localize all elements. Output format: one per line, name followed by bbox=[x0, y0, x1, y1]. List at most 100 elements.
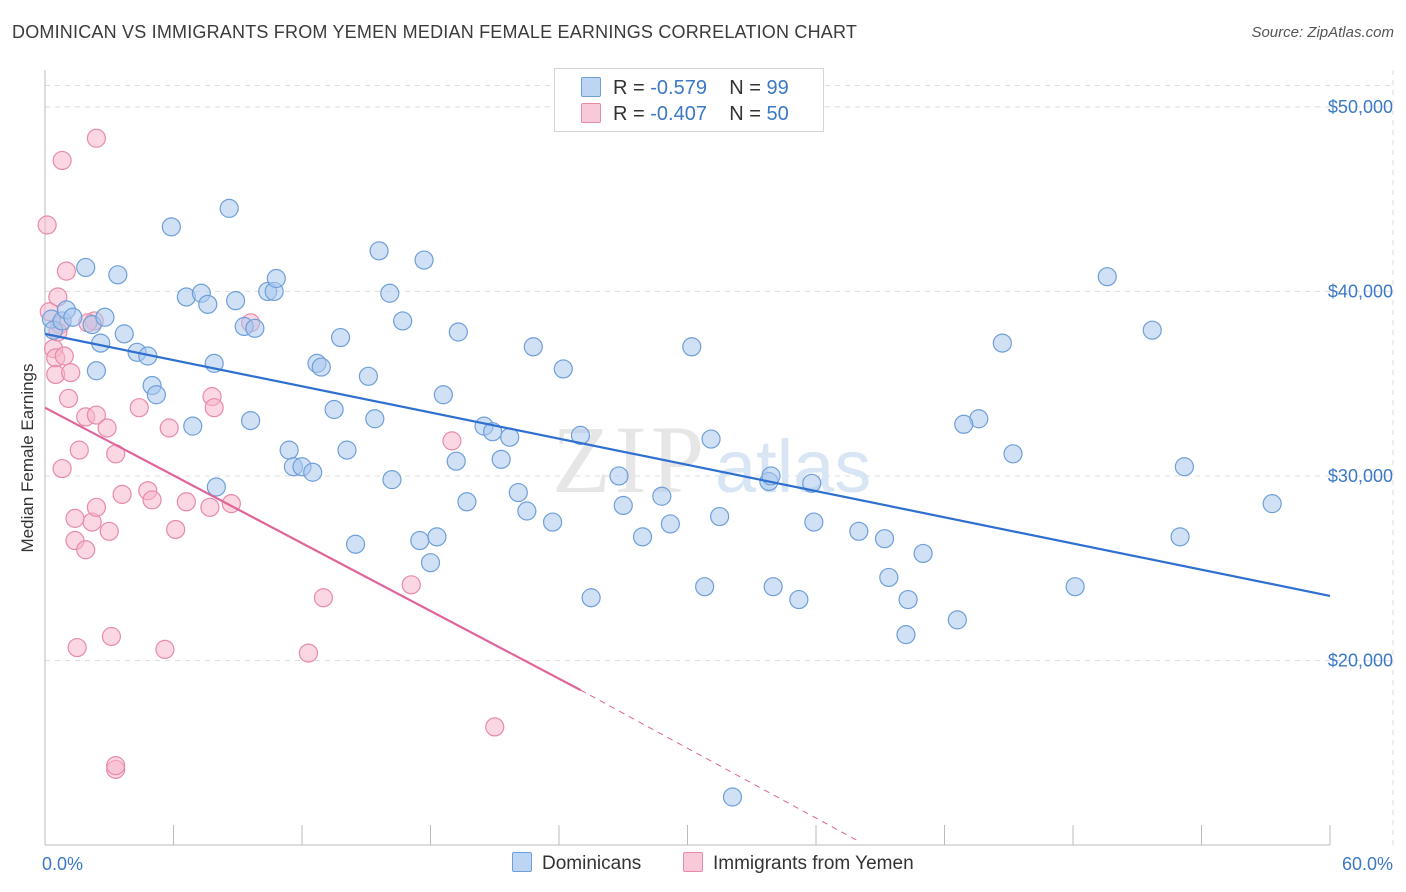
legend-n-label: N = bbox=[729, 103, 761, 125]
dominican-point bbox=[206, 477, 226, 497]
y-tick-label: $40,000 bbox=[1328, 281, 1393, 301]
legend-r-label: R = bbox=[613, 77, 645, 99]
series-legend: Dominicans Immigrants from Yemen bbox=[0, 852, 1406, 878]
x-tick-labels: 0.0% 60.0% bbox=[42, 854, 1393, 874]
dominican-point bbox=[553, 359, 573, 379]
dominican-point bbox=[632, 527, 653, 547]
legend-row-yemen: R = -0.407 N = 50 bbox=[581, 103, 789, 129]
yemen-point bbox=[204, 398, 224, 418]
dominican-point bbox=[245, 318, 265, 338]
dominican-point bbox=[1262, 494, 1282, 514]
dominican-point bbox=[913, 543, 933, 564]
legend-item-dominicans: Dominicans bbox=[512, 852, 641, 875]
yemen-point bbox=[99, 521, 119, 541]
dominican-point bbox=[330, 327, 351, 348]
dominican-point bbox=[108, 265, 128, 285]
yemen-point bbox=[176, 492, 196, 512]
dominican-point bbox=[802, 473, 822, 493]
yemen-point bbox=[200, 497, 220, 517]
dominican-point bbox=[804, 512, 824, 532]
dominican-point bbox=[523, 337, 543, 357]
y-tick-label: $20,000 bbox=[1328, 650, 1393, 670]
axes bbox=[44, 70, 1331, 846]
trend-lines bbox=[44, 332, 1331, 842]
legend-swatch-blue bbox=[581, 77, 601, 97]
yemen-point bbox=[166, 519, 186, 540]
yemen-point bbox=[52, 458, 72, 479]
legend-label-yemen: Immigrants from Yemen bbox=[713, 853, 914, 874]
legend-swatch-pink bbox=[683, 852, 703, 872]
yemen-point bbox=[54, 346, 74, 366]
legend-n-value: 50 bbox=[766, 103, 789, 125]
dominican-point bbox=[609, 466, 629, 486]
dominican-point bbox=[695, 577, 715, 597]
dominican-point bbox=[457, 492, 477, 512]
dominican-point bbox=[358, 366, 378, 386]
watermark-zip: ZIP bbox=[552, 406, 708, 513]
yemen-point bbox=[112, 484, 132, 505]
yemen-point bbox=[76, 540, 96, 560]
watermark: ZIP atlas bbox=[552, 406, 871, 513]
legend-row-dominicans: R = -0.579 N = 99 bbox=[581, 77, 789, 103]
legend-n-label: N = bbox=[729, 77, 761, 99]
yemen-point bbox=[298, 643, 319, 663]
dominican-point bbox=[183, 416, 203, 436]
dominican-point bbox=[279, 440, 299, 460]
dominican-point bbox=[427, 527, 447, 547]
x-tick-label: 60.0% bbox=[1342, 854, 1393, 874]
dominican-point bbox=[380, 283, 400, 303]
dominican-point bbox=[710, 506, 730, 527]
dominican-point bbox=[508, 482, 528, 503]
dominican-point bbox=[266, 268, 286, 289]
dominican-point bbox=[219, 198, 239, 218]
dominican-point bbox=[446, 451, 466, 471]
yemen-point bbox=[86, 497, 107, 517]
dominican-point bbox=[95, 307, 115, 327]
legend-r-value: -0.579 bbox=[650, 77, 707, 99]
dominican-point bbox=[303, 462, 323, 482]
yemen-point bbox=[97, 418, 117, 438]
y-axis-label: Median Female Earnings bbox=[18, 364, 37, 553]
yemen-point bbox=[313, 588, 334, 608]
dominican-point bbox=[581, 588, 601, 608]
dominican-point bbox=[1174, 457, 1194, 477]
legend-swatch-blue bbox=[512, 852, 532, 872]
dominican-point bbox=[226, 291, 246, 311]
y-tick-labels: $20,000 $30,000 $40,000 $50,000 bbox=[1328, 97, 1393, 671]
dominican-point bbox=[448, 322, 468, 342]
dominican-point bbox=[879, 567, 899, 588]
yemen-point bbox=[101, 626, 121, 647]
dominican-point bbox=[947, 610, 967, 630]
dominican-point bbox=[161, 217, 181, 237]
dominican-point bbox=[393, 311, 413, 331]
dominican-point bbox=[570, 425, 591, 445]
dominican-trend-line bbox=[44, 332, 1331, 597]
yemen-trend-line bbox=[44, 406, 581, 691]
dominican-point bbox=[763, 577, 783, 597]
legend-n-value: 99 bbox=[766, 77, 789, 99]
dominican-point bbox=[146, 385, 166, 405]
dominican-point bbox=[86, 361, 107, 381]
dominican-point bbox=[1170, 527, 1190, 547]
yemen-points bbox=[37, 128, 505, 779]
dominican-point bbox=[324, 399, 344, 420]
yemen-point bbox=[61, 363, 81, 383]
dominican-point bbox=[1003, 444, 1023, 464]
dominican-point bbox=[420, 553, 441, 573]
yemen-point bbox=[485, 717, 505, 737]
dominican-point bbox=[874, 529, 895, 549]
dominican-point bbox=[896, 625, 916, 645]
dominican-point bbox=[414, 250, 434, 270]
yemen-point bbox=[37, 215, 57, 235]
dominican-point bbox=[542, 512, 563, 532]
yemen-point bbox=[129, 398, 149, 418]
dominican-point bbox=[517, 501, 537, 521]
dominican-point bbox=[652, 486, 672, 506]
dominican-point bbox=[701, 429, 721, 449]
legend-swatch-pink bbox=[581, 103, 601, 123]
dominican-point bbox=[1142, 320, 1162, 340]
dominican-point bbox=[76, 257, 96, 278]
dominican-point bbox=[722, 787, 743, 807]
dominican-point bbox=[337, 440, 357, 460]
